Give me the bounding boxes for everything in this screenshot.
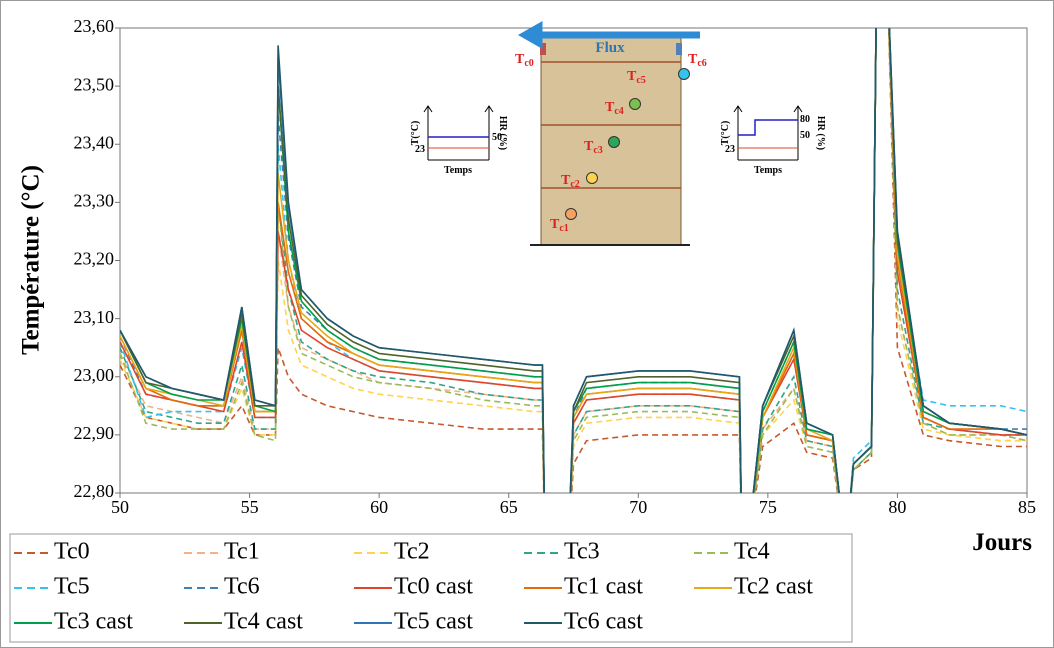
inset: Flux Tc0 Tc6 Tc5 Tc4 Tc3 Tc2 Tc1 T(°C) H… bbox=[410, 20, 826, 246]
series-line bbox=[120, 28, 1027, 493]
legend-label: Tc1 bbox=[224, 539, 260, 565]
mini-label: Temps bbox=[444, 165, 472, 176]
x-tick-label: 55 bbox=[241, 497, 259, 517]
legend-label: Tc0 bbox=[54, 539, 90, 565]
lines bbox=[120, 28, 1027, 493]
sensor-label: Tc5 bbox=[627, 69, 646, 86]
x-tick-label: 65 bbox=[500, 497, 518, 517]
y-tick-label: 22,90 bbox=[74, 423, 115, 443]
legend-label: Tc3 cast bbox=[54, 609, 133, 635]
mini-axes bbox=[733, 105, 803, 161]
x-tick-label: 80 bbox=[888, 497, 906, 517]
sensor-dot bbox=[608, 136, 620, 148]
sensor-dot bbox=[586, 172, 598, 184]
y-axis-label: Température (°C) bbox=[18, 165, 45, 355]
mini-axes bbox=[423, 105, 494, 161]
legend-label: Tc2 cast bbox=[734, 574, 813, 600]
x-tick-label: 70 bbox=[629, 497, 647, 517]
sensor-label: Tc6 bbox=[688, 52, 707, 69]
legend-label: Tc2 bbox=[394, 539, 430, 565]
y-tick-label: 23,40 bbox=[74, 132, 115, 152]
legend-label: Tc3 bbox=[564, 539, 600, 565]
sensor-label: Tc2 bbox=[561, 173, 580, 190]
mini-label: Temps bbox=[754, 165, 782, 176]
sensor-label: Tc3 bbox=[584, 139, 603, 156]
legend-label: Tc6 bbox=[224, 574, 260, 600]
legend-label: Tc6 cast bbox=[564, 609, 643, 635]
mini-label: 23 bbox=[725, 144, 735, 155]
sensor-box bbox=[540, 43, 546, 55]
legend-label: Tc5 cast bbox=[394, 609, 473, 635]
x-axis-label: Jours bbox=[972, 529, 1032, 556]
mini-label: HR (%) bbox=[815, 116, 826, 150]
x-tick-label: 85 bbox=[1018, 497, 1036, 517]
sensor-dot bbox=[565, 208, 577, 220]
sensor-label: Tc1 bbox=[550, 217, 569, 234]
legend-label: Tc4 cast bbox=[224, 609, 303, 635]
y-tick-label: 23,10 bbox=[74, 307, 115, 327]
legend-label: Tc1 cast bbox=[564, 574, 643, 600]
mini-hr bbox=[738, 119, 798, 136]
x-tick-label: 75 bbox=[759, 497, 777, 517]
legend-label: Tc5 bbox=[54, 574, 90, 600]
x-tick-label: 60 bbox=[370, 497, 388, 517]
y-tick-label: 23,30 bbox=[74, 191, 115, 211]
y-tick-label: 23,50 bbox=[74, 74, 115, 94]
legend-label: Tc4 bbox=[734, 539, 770, 565]
sensor-box bbox=[676, 43, 682, 55]
y-tick-label: 22,80 bbox=[74, 481, 115, 501]
sensor-dot bbox=[629, 98, 641, 110]
mini-label: 50 bbox=[492, 132, 502, 143]
sensor-label: Tc4 bbox=[605, 100, 624, 117]
y-tick-label: 23,60 bbox=[74, 16, 115, 36]
mini-label: 23 bbox=[415, 144, 425, 155]
y-tick-label: 23,20 bbox=[74, 249, 115, 269]
mini-label: HR (%) bbox=[497, 116, 508, 150]
sensor-label: Tc0 bbox=[515, 52, 534, 69]
flux-arrow bbox=[517, 20, 700, 50]
mini-label: T(°C) bbox=[720, 121, 731, 146]
mini-label: 50 bbox=[800, 130, 810, 141]
x-tick-label: 50 bbox=[111, 497, 129, 517]
sensor-dot bbox=[678, 68, 690, 80]
legend-label: Tc0 cast bbox=[394, 574, 473, 600]
y-tick-label: 23,00 bbox=[74, 365, 115, 385]
mini-label: T(°C) bbox=[410, 121, 421, 146]
mini-label: 80 bbox=[800, 114, 810, 125]
flux-label: Flux bbox=[595, 40, 625, 56]
